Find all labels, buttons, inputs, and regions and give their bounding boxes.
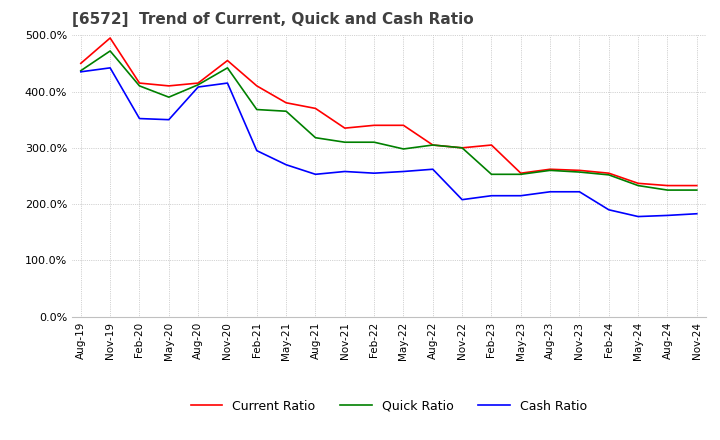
Cash Ratio [253, 148, 261, 153]
Current Ratio [164, 83, 173, 88]
Line: Quick Ratio: Quick Ratio [81, 51, 697, 190]
Quick Ratio [194, 82, 202, 88]
Current Ratio [634, 181, 642, 186]
Cash Ratio [106, 65, 114, 70]
Quick Ratio [458, 145, 467, 150]
Quick Ratio [223, 65, 232, 70]
Text: [6572]  Trend of Current, Quick and Cash Ratio: [6572] Trend of Current, Quick and Cash … [72, 12, 474, 27]
Current Ratio [663, 183, 672, 188]
Cash Ratio [164, 117, 173, 122]
Current Ratio [370, 123, 379, 128]
Current Ratio [106, 35, 114, 40]
Legend: Current Ratio, Quick Ratio, Cash Ratio: Current Ratio, Quick Ratio, Cash Ratio [186, 395, 592, 418]
Quick Ratio [341, 139, 349, 145]
Quick Ratio [575, 169, 584, 175]
Quick Ratio [76, 68, 85, 73]
Cash Ratio [428, 167, 437, 172]
Current Ratio [253, 83, 261, 88]
Current Ratio [223, 58, 232, 63]
Cash Ratio [282, 162, 290, 167]
Quick Ratio [516, 172, 525, 177]
Cash Ratio [135, 116, 144, 121]
Cash Ratio [487, 193, 496, 198]
Quick Ratio [487, 172, 496, 177]
Current Ratio [341, 125, 349, 131]
Cash Ratio [634, 214, 642, 219]
Cash Ratio [663, 213, 672, 218]
Quick Ratio [106, 48, 114, 54]
Cash Ratio [693, 211, 701, 216]
Current Ratio [76, 61, 85, 66]
Quick Ratio [311, 135, 320, 140]
Quick Ratio [135, 83, 144, 88]
Cash Ratio [76, 69, 85, 74]
Cash Ratio [575, 189, 584, 194]
Quick Ratio [253, 107, 261, 112]
Cash Ratio [516, 193, 525, 198]
Current Ratio [575, 168, 584, 173]
Cash Ratio [311, 172, 320, 177]
Quick Ratio [282, 109, 290, 114]
Current Ratio [605, 171, 613, 176]
Cash Ratio [223, 81, 232, 86]
Line: Current Ratio: Current Ratio [81, 38, 697, 186]
Cash Ratio [458, 197, 467, 202]
Current Ratio [282, 100, 290, 106]
Current Ratio [546, 167, 554, 172]
Quick Ratio [428, 143, 437, 148]
Quick Ratio [605, 172, 613, 177]
Current Ratio [311, 106, 320, 111]
Cash Ratio [194, 84, 202, 90]
Quick Ratio [663, 187, 672, 193]
Quick Ratio [399, 147, 408, 152]
Current Ratio [399, 123, 408, 128]
Current Ratio [516, 171, 525, 176]
Cash Ratio [341, 169, 349, 174]
Quick Ratio [546, 168, 554, 173]
Quick Ratio [164, 95, 173, 100]
Line: Cash Ratio: Cash Ratio [81, 68, 697, 216]
Cash Ratio [399, 169, 408, 174]
Current Ratio [428, 143, 437, 148]
Quick Ratio [634, 183, 642, 188]
Current Ratio [135, 81, 144, 86]
Cash Ratio [546, 189, 554, 194]
Current Ratio [194, 81, 202, 86]
Quick Ratio [693, 187, 701, 193]
Current Ratio [458, 145, 467, 150]
Current Ratio [487, 143, 496, 148]
Cash Ratio [605, 207, 613, 213]
Quick Ratio [370, 139, 379, 145]
Current Ratio [693, 183, 701, 188]
Cash Ratio [370, 171, 379, 176]
